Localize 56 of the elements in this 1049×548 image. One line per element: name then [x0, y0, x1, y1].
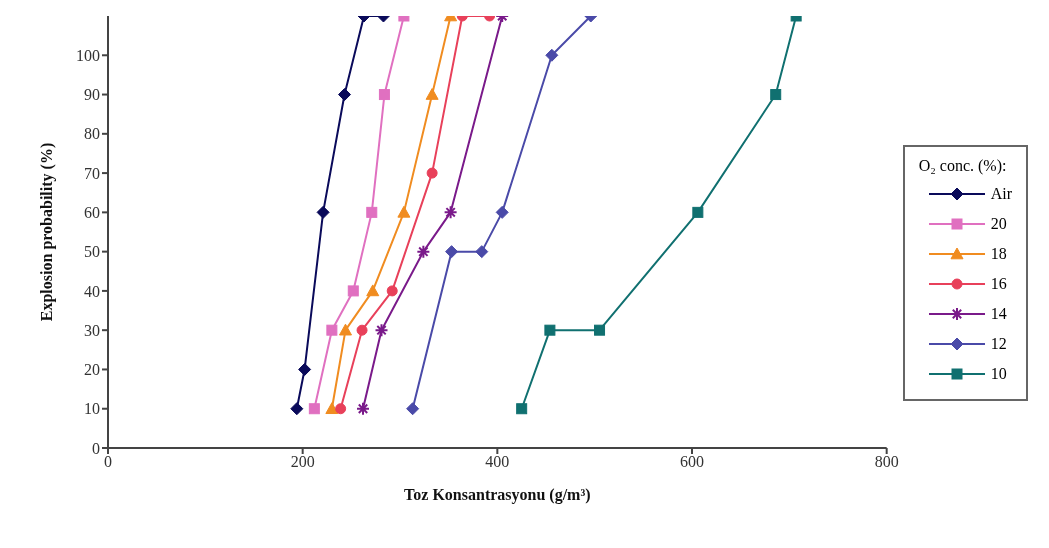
point [594, 324, 606, 336]
x-tick-label: 400 [485, 453, 510, 471]
legend-label: Air [990, 185, 1012, 203]
point [416, 244, 431, 259]
legend-label: 16 [990, 275, 1007, 293]
point [426, 167, 438, 179]
point [290, 402, 304, 416]
y-tick-label: 100 [76, 46, 100, 64]
legend-label: 12 [990, 335, 1007, 353]
y-tick-label: 70 [84, 164, 100, 182]
point [495, 205, 509, 219]
point [516, 403, 528, 415]
point [445, 245, 459, 259]
legend-label: 14 [990, 305, 1007, 323]
x-tick-label: 600 [680, 453, 704, 471]
point [356, 324, 368, 336]
point [366, 284, 380, 297]
point [378, 89, 390, 101]
legend-label: 10 [990, 365, 1007, 383]
point [692, 206, 704, 218]
point [386, 285, 398, 297]
point [308, 403, 320, 415]
point [443, 205, 458, 220]
y-tick-label: 40 [84, 282, 100, 300]
x-tick-label: 800 [874, 453, 899, 471]
point [397, 205, 411, 218]
y-tick-label: 50 [84, 243, 100, 261]
point [338, 323, 352, 336]
point [406, 402, 420, 416]
x-tick-label: 200 [290, 453, 315, 471]
y-tick-label: 30 [84, 321, 100, 339]
point [544, 324, 556, 336]
point [325, 402, 339, 415]
point [338, 88, 352, 102]
point [475, 245, 489, 259]
point [316, 205, 330, 219]
y-tick-label: 10 [84, 400, 100, 418]
legend-label: 18 [990, 245, 1007, 263]
y-tick-label: 90 [84, 86, 100, 104]
legend-label: 20 [990, 215, 1007, 233]
point [347, 285, 359, 297]
point [374, 323, 389, 338]
y-tick-label: 80 [84, 125, 100, 143]
x-axis-title: Toz Konsantrasyonu (g/m³) [404, 486, 591, 504]
x-tick-label: 0 [104, 453, 112, 471]
point [770, 89, 782, 101]
y-tick-label: 60 [84, 204, 100, 222]
point [298, 362, 312, 376]
point [326, 324, 338, 336]
point [335, 403, 347, 415]
point [356, 401, 371, 416]
y-tick-label: 20 [84, 361, 100, 379]
point [366, 206, 378, 218]
y-axis-title: Explosion probability (%) [38, 142, 56, 322]
y-tick-label: 0 [92, 439, 100, 457]
legend-title: O₂ conc. (%): [918, 157, 1008, 175]
